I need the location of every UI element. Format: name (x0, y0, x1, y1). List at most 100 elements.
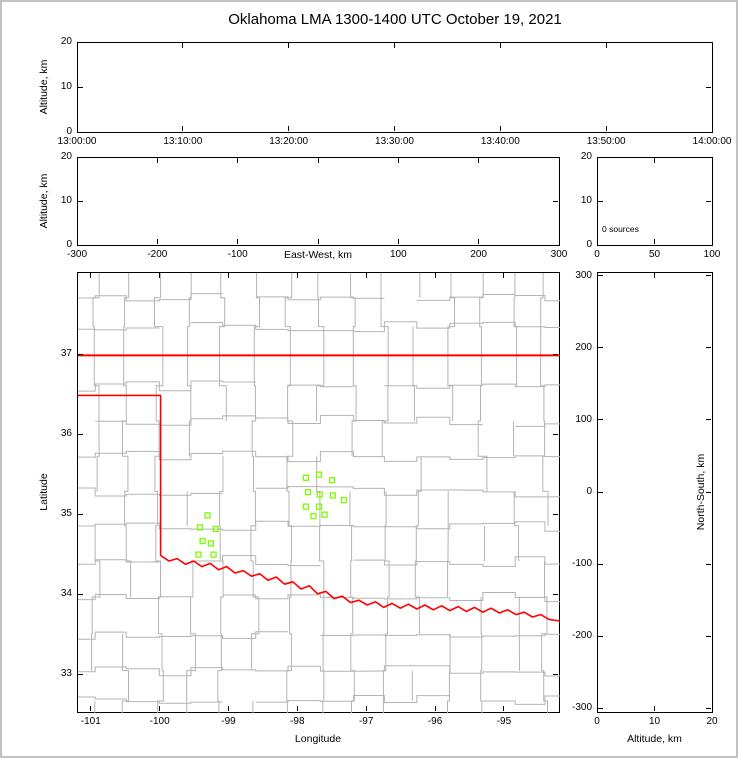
x-tick-label: 100 (389, 249, 407, 260)
tick-mark (553, 513, 558, 515)
x-tick-label: 13:10:00 (163, 136, 203, 147)
tick-mark (598, 563, 603, 565)
tick-mark (706, 635, 711, 637)
lma-station-marker (315, 503, 323, 510)
lma-station-marker (196, 524, 204, 531)
y-tick-label: 300 (575, 269, 592, 281)
tick-mark (78, 433, 83, 435)
map-x-axis-label: Longitude (294, 733, 342, 745)
tick-mark (654, 273, 655, 278)
tick-mark (711, 706, 713, 711)
lma-station-marker (302, 503, 310, 510)
tick-mark (288, 126, 290, 131)
tick-mark (654, 706, 655, 711)
x-tick-label: 10 (648, 716, 661, 727)
tick-mark (598, 347, 603, 349)
tick-mark (156, 239, 158, 244)
tick-mark (706, 491, 711, 493)
tick-mark (76, 43, 78, 48)
tick-mark (434, 273, 436, 278)
tick-mark (394, 43, 395, 48)
lma-station-marker (329, 492, 336, 499)
tick-mark (499, 126, 501, 131)
tick-mark (711, 239, 713, 244)
tick-mark (76, 158, 78, 163)
tick-mark (553, 200, 558, 202)
x-tick-label: 13:30:00 (375, 136, 414, 147)
tick-mark (598, 419, 603, 421)
x-tick-label: 14:00:00 (692, 136, 732, 147)
y-tick-label: 33 (60, 668, 72, 680)
ns-panel-x-axis-label: Altitude, km (627, 733, 682, 745)
tick-mark (706, 275, 711, 277)
y-tick-label: 35 (60, 508, 72, 520)
source-count-annotation: 0 sources (602, 224, 639, 234)
tick-mark (553, 433, 558, 435)
y-tick-label: 0 (586, 486, 592, 497)
tick-mark (711, 126, 713, 131)
tick-mark (227, 273, 229, 278)
tick-mark (598, 200, 603, 202)
x-tick-label: 13:20:00 (269, 136, 309, 147)
tick-mark (78, 353, 83, 355)
tick-mark (182, 126, 184, 131)
figure-title: Oklahoma LMA 1300-1400 UTC October 19, 2… (228, 11, 562, 28)
eastwest-altitude-panel (77, 157, 560, 246)
tick-mark (434, 706, 436, 711)
lma-station-marker (340, 497, 347, 504)
tick-mark (706, 41, 711, 43)
tick-mark (558, 158, 560, 163)
y-tick-label: 10 (60, 195, 72, 206)
tick-mark (706, 86, 711, 88)
tick-mark (706, 563, 711, 565)
tick-mark (605, 43, 607, 48)
time-altitude-panel (77, 42, 713, 133)
y-tick-label: 200 (575, 341, 592, 353)
lma-station-marker (321, 511, 328, 518)
tick-mark (706, 131, 711, 133)
tick-mark (397, 239, 399, 244)
lma-station-marker (210, 551, 217, 558)
tick-mark (78, 200, 83, 202)
x-tick-label: 200 (470, 249, 487, 260)
lma-station-marker (199, 537, 206, 545)
lma-station-marker (316, 491, 323, 498)
tick-mark (78, 513, 83, 515)
y-tick-label: 0 (66, 239, 72, 250)
tick-mark (553, 244, 558, 246)
lma-station-marker (304, 489, 312, 496)
tick-mark (156, 158, 158, 163)
county-lines-horizontal (78, 293, 560, 705)
tick-mark (503, 706, 505, 711)
source-histogram-panel: 0 sources (597, 157, 713, 246)
tick-mark (558, 239, 560, 244)
tick-mark (598, 707, 603, 709)
tick-mark (654, 158, 655, 163)
lma-station-marker (315, 471, 323, 478)
tick-mark (706, 419, 711, 421)
tick-mark (711, 43, 713, 48)
x-tick-label: 13:40:00 (480, 136, 520, 147)
tick-mark (159, 706, 161, 711)
tick-mark (706, 200, 711, 202)
x-tick-label: -99 (221, 716, 236, 727)
y-tick-label: 34 (60, 588, 72, 600)
tick-mark (478, 239, 480, 244)
ew-panel-x-axis-label: East-West, km (283, 249, 353, 261)
tick-mark (654, 239, 655, 244)
y-tick-label: 37 (60, 348, 72, 360)
x-tick-label: -300 (66, 249, 87, 260)
tick-mark (78, 131, 83, 133)
tick-mark (394, 126, 395, 131)
tick-mark (553, 673, 558, 675)
x-tick-label: -100 (149, 716, 170, 727)
tick-mark (78, 41, 83, 43)
x-tick-label: 0 (594, 716, 600, 727)
y-tick-label: 10 (580, 195, 592, 206)
lma-station-marker (212, 525, 219, 533)
tick-mark (227, 706, 229, 711)
y-tick-label: 10 (60, 81, 72, 92)
tick-mark (288, 43, 290, 48)
tick-mark (365, 706, 367, 711)
